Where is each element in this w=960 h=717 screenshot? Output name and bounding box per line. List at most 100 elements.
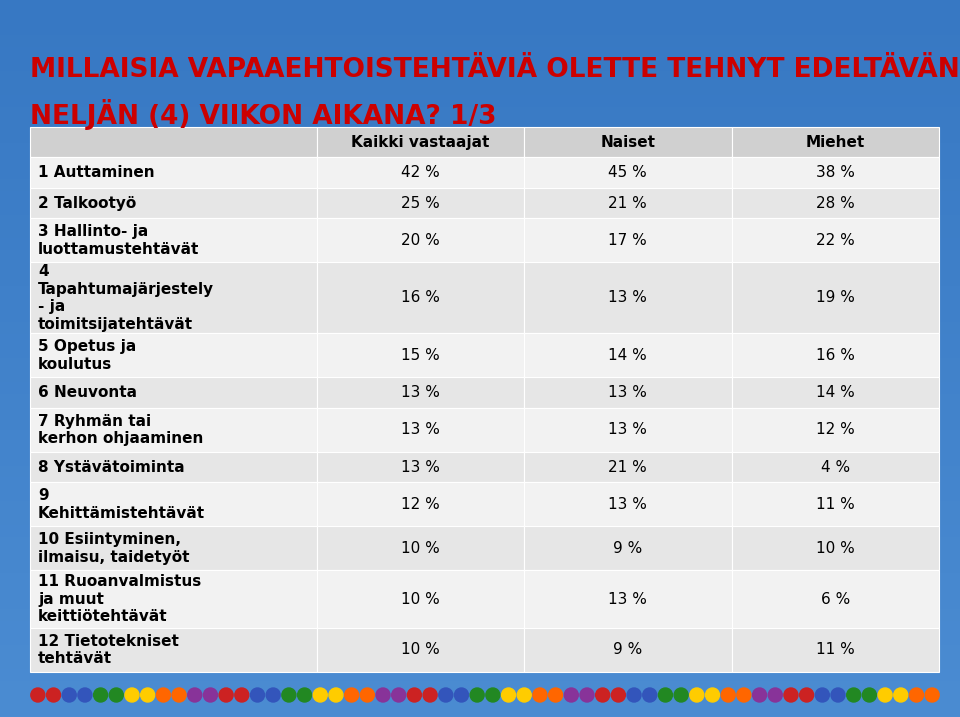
Bar xyxy=(0,72,960,73)
Bar xyxy=(0,5,960,6)
Bar xyxy=(0,362,960,363)
Bar xyxy=(0,279,960,280)
Bar xyxy=(0,434,960,435)
Bar xyxy=(0,213,960,214)
Bar xyxy=(0,39,960,40)
Bar xyxy=(0,240,960,241)
Bar xyxy=(0,289,960,290)
Bar xyxy=(524,262,732,333)
Bar xyxy=(0,212,960,213)
Circle shape xyxy=(235,688,249,702)
Bar xyxy=(524,333,732,377)
Bar xyxy=(0,70,960,71)
Text: 9
Kehittämistehtävät: 9 Kehittämistehtävät xyxy=(38,488,205,521)
Text: 17 %: 17 % xyxy=(609,233,647,248)
Bar xyxy=(0,513,960,514)
Bar xyxy=(0,542,960,543)
Bar xyxy=(0,126,960,127)
Bar xyxy=(0,101,960,102)
Bar xyxy=(30,262,317,333)
Bar xyxy=(0,579,960,580)
Bar xyxy=(0,160,960,161)
Bar xyxy=(0,530,960,531)
Bar xyxy=(0,635,960,636)
Bar xyxy=(0,175,960,176)
Bar xyxy=(0,640,960,641)
Circle shape xyxy=(784,688,798,702)
Bar xyxy=(0,469,960,470)
Text: 10 Esiintyminen,
ilmaisu, taidetyöt: 10 Esiintyminen, ilmaisu, taidetyöt xyxy=(38,532,189,565)
Bar xyxy=(0,577,960,578)
Bar xyxy=(0,154,960,155)
Bar xyxy=(0,713,960,714)
Bar xyxy=(0,571,960,572)
Bar xyxy=(0,320,960,321)
Bar xyxy=(0,299,960,300)
Bar xyxy=(0,291,960,292)
Bar xyxy=(0,158,960,159)
Bar xyxy=(0,414,960,415)
Bar xyxy=(0,17,960,18)
Bar xyxy=(0,633,960,634)
Bar xyxy=(0,564,960,565)
Circle shape xyxy=(737,688,751,702)
Bar xyxy=(0,323,960,324)
Bar xyxy=(0,73,960,74)
Bar xyxy=(30,571,317,628)
Bar xyxy=(0,659,960,660)
Bar xyxy=(0,402,960,403)
Circle shape xyxy=(643,688,657,702)
Bar xyxy=(0,541,960,542)
Bar xyxy=(0,351,960,352)
Bar xyxy=(0,168,960,169)
Bar xyxy=(0,555,960,556)
Bar xyxy=(0,248,960,249)
Bar xyxy=(0,493,960,494)
Bar xyxy=(0,324,960,325)
Bar xyxy=(0,618,960,619)
Bar xyxy=(732,526,939,571)
Bar xyxy=(0,47,960,48)
Bar xyxy=(0,145,960,146)
Bar xyxy=(0,715,960,716)
Circle shape xyxy=(831,688,845,702)
Bar xyxy=(0,432,960,433)
Bar xyxy=(0,429,960,430)
Bar xyxy=(0,125,960,126)
Bar xyxy=(0,626,960,627)
Bar xyxy=(0,354,960,355)
Bar xyxy=(0,307,960,308)
Bar xyxy=(0,505,960,506)
Bar xyxy=(0,79,960,80)
Text: 16 %: 16 % xyxy=(816,348,854,363)
Bar xyxy=(0,639,960,640)
Bar xyxy=(0,679,960,680)
Bar xyxy=(0,308,960,309)
Bar xyxy=(0,86,960,87)
Bar xyxy=(0,75,960,76)
Bar xyxy=(0,345,960,346)
Bar xyxy=(0,271,960,272)
Bar xyxy=(0,54,960,55)
Bar xyxy=(0,578,960,579)
Bar xyxy=(0,632,960,633)
Bar xyxy=(0,200,960,201)
Bar xyxy=(0,344,960,345)
Bar xyxy=(0,333,960,334)
Bar xyxy=(0,651,960,652)
Bar xyxy=(0,207,960,208)
Bar xyxy=(0,164,960,165)
Bar xyxy=(0,442,960,443)
Text: 11 %: 11 % xyxy=(816,642,854,657)
Bar xyxy=(0,596,960,597)
Bar xyxy=(0,236,960,237)
Bar xyxy=(0,33,960,34)
Bar xyxy=(0,686,960,687)
Bar xyxy=(0,69,960,70)
Bar xyxy=(0,341,960,342)
Bar xyxy=(0,110,960,111)
Bar xyxy=(0,152,960,153)
Text: 13 %: 13 % xyxy=(401,460,440,475)
Bar xyxy=(732,628,939,672)
Bar xyxy=(317,219,524,262)
